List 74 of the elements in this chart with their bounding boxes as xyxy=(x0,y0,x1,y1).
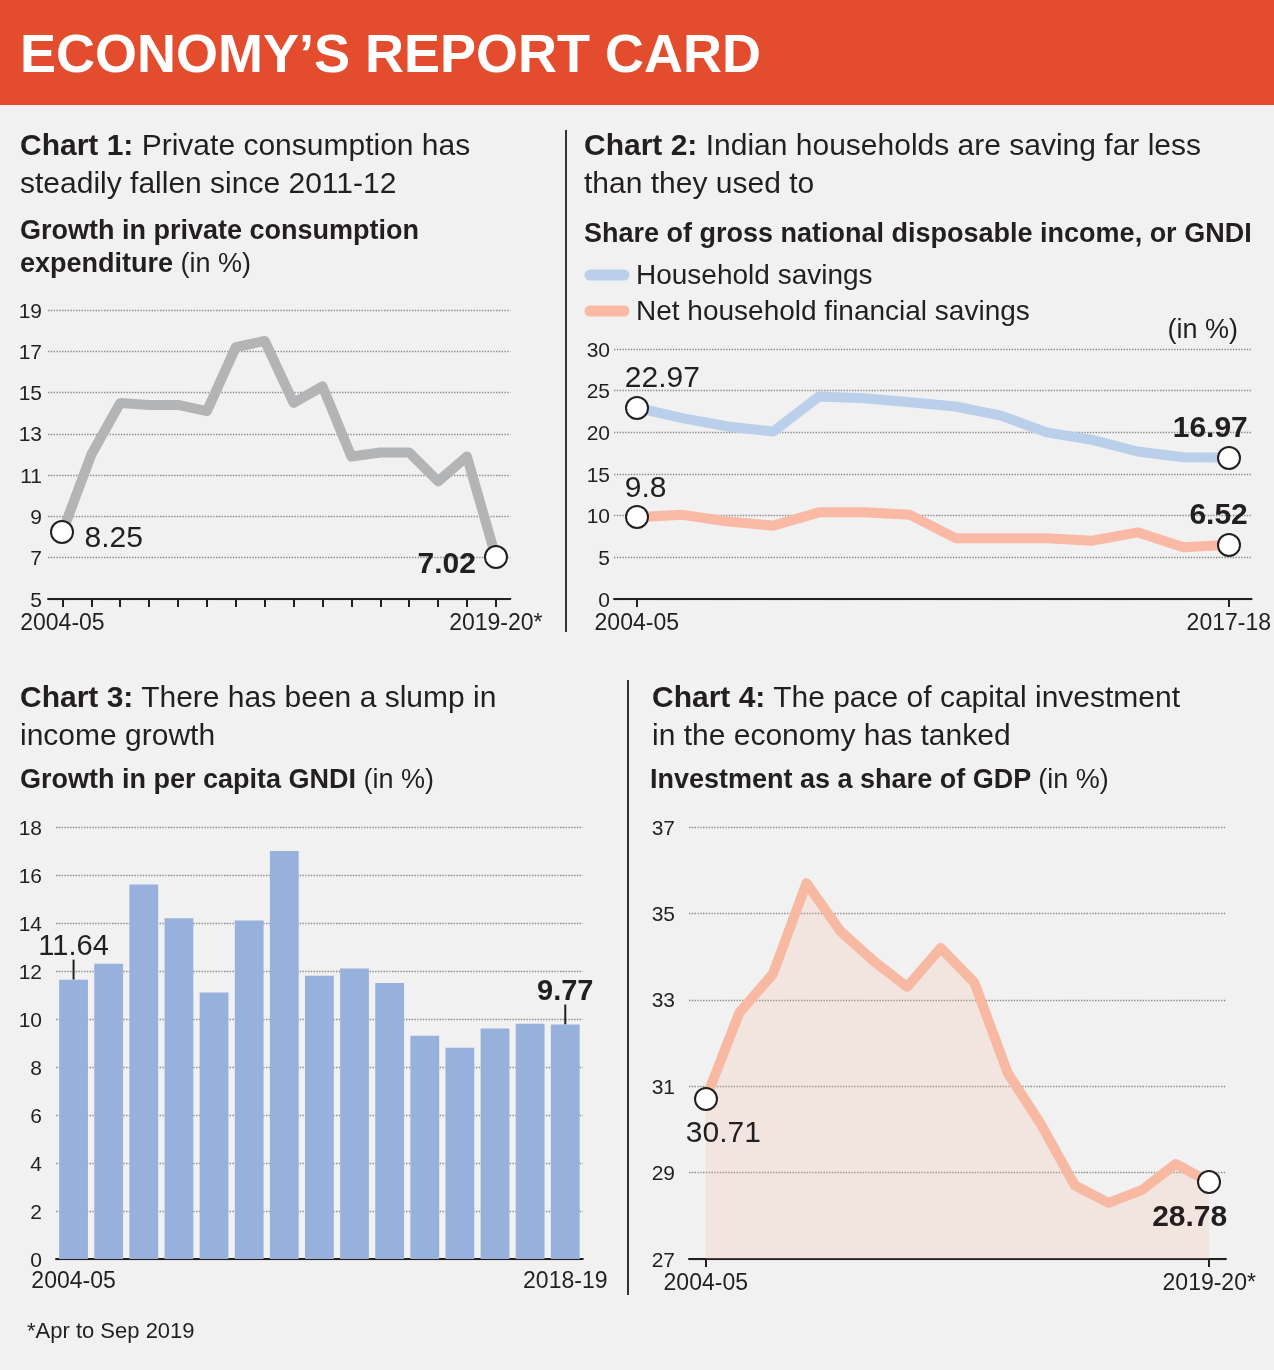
x-tick-label: 2004-05 xyxy=(663,1268,748,1295)
y-tick-label: 16 xyxy=(18,863,42,887)
bar xyxy=(445,1047,475,1259)
y-tick-label: 30 xyxy=(586,337,610,361)
y-tick-label: 8 xyxy=(30,1055,42,1079)
chart-title: Chart 3: There has been a slump in income growth xyxy=(20,679,498,753)
bar xyxy=(340,968,369,1259)
chart-subtitle: Investment as a share of GDP (in %) xyxy=(650,763,1110,796)
data-label: 30.71 xyxy=(685,1115,761,1149)
bar xyxy=(375,983,405,1259)
x-tick-label: 2004-05 xyxy=(20,608,105,635)
legend-label: Net household financial savings xyxy=(636,295,1030,327)
bar xyxy=(164,918,194,1259)
y-tick-label: 12 xyxy=(18,959,42,983)
y-tick-label: 14 xyxy=(18,911,43,935)
y-tick-label: 33 xyxy=(651,988,675,1012)
y-tick-label: 5 xyxy=(598,545,610,569)
data-label: 8.25 xyxy=(84,520,143,554)
data-label: 9.77 xyxy=(537,974,594,1007)
chart-title: Chart 1: Private consumption has steadily fallen since 2011-12 xyxy=(20,127,472,201)
y-tick-label: 9 xyxy=(30,504,42,528)
bar xyxy=(480,1028,510,1259)
y-tick-label: 11 xyxy=(20,463,42,487)
y-tick-label: 29 xyxy=(651,1161,675,1185)
y-tick-label: 15 xyxy=(586,462,610,486)
y-tick-label: 31 xyxy=(651,1074,675,1098)
data-label: 7.02 xyxy=(417,545,476,579)
data-label: 16.97 xyxy=(1172,410,1248,444)
y-tick-label: 2 xyxy=(30,1199,42,1223)
x-tick-label: 2018-19 xyxy=(523,1266,608,1293)
data-label: 22.97 xyxy=(624,360,700,394)
bar xyxy=(269,851,299,1259)
data-label: 28.78 xyxy=(1152,1198,1228,1232)
text: *Apr to Sep 2019 xyxy=(27,1318,195,1343)
y-tick-label: 6 xyxy=(30,1103,42,1127)
y-tick-label: 5 xyxy=(30,587,42,611)
chart-title: Chart 2: Indian households are saving far less than they used to xyxy=(584,127,1202,201)
y-tick-label: 20 xyxy=(586,420,610,444)
y-tick-label: 17 xyxy=(18,339,42,363)
y-tick-label: 35 xyxy=(651,901,675,925)
x-tick-label: 2019-20* xyxy=(449,608,543,635)
bar xyxy=(305,975,334,1259)
chart-subtitle: Share of gross national disposable income, or GNDI xyxy=(584,218,1252,248)
y-tick-label: 7 xyxy=(30,546,42,570)
chart-subtitle: Growth in per capita GNDI (in %) xyxy=(20,763,436,796)
bar xyxy=(59,979,88,1259)
y-tick-label: 19 xyxy=(18,298,42,322)
bar xyxy=(199,992,229,1259)
bar xyxy=(550,1024,580,1259)
chart-title: Chart 4: The pace of capital investment in the economy has tanked xyxy=(652,679,1182,753)
bar xyxy=(515,1023,545,1259)
legend-label: Household savings xyxy=(636,259,873,291)
y-tick-label: 27 xyxy=(651,1247,675,1271)
text: ECONOMY’S REPORT CARD xyxy=(20,22,762,84)
chart-subtitle: Growth in private consumption expenditure (in %) xyxy=(20,214,420,280)
bar xyxy=(234,920,264,1259)
data-label: 9.8 xyxy=(624,469,667,503)
y-axis-title: (in %) xyxy=(1167,314,1238,345)
y-tick-label: 37 xyxy=(651,815,675,839)
y-tick-label: 15 xyxy=(18,381,42,405)
y-tick-label: 18 xyxy=(18,815,42,839)
bar xyxy=(410,1035,440,1259)
x-tick-label: 2019-20* xyxy=(1162,1268,1256,1295)
data-label: 6.52 xyxy=(1189,497,1248,531)
y-tick-label: 25 xyxy=(586,379,610,403)
y-tick-label: 10 xyxy=(586,504,610,528)
y-tick-label: 4 xyxy=(30,1151,43,1175)
y-tick-label: 13 xyxy=(18,422,42,446)
y-tick-label: 0 xyxy=(598,587,610,611)
bar xyxy=(129,884,159,1259)
x-tick-label: 2004-05 xyxy=(594,608,679,635)
x-tick-label: 2017-18 xyxy=(1186,608,1272,635)
bar xyxy=(94,963,124,1259)
y-tick-label: 10 xyxy=(18,1007,42,1031)
